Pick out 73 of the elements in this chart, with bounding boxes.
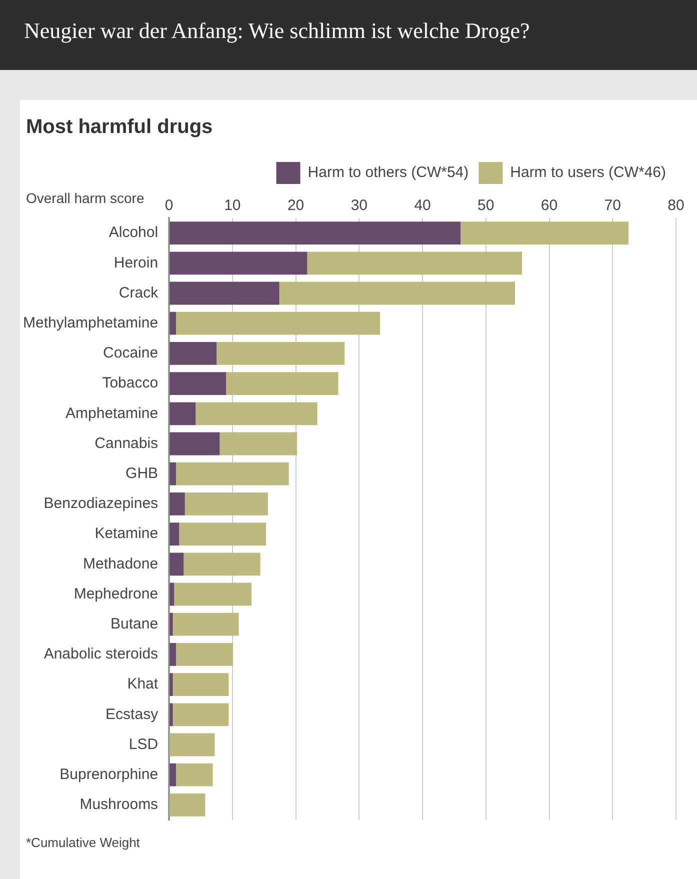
bar: [170, 643, 176, 666]
y-tick-label: Heroin: [114, 254, 158, 272]
bar: [170, 462, 176, 486]
y-tick-label: Mephedrone: [74, 585, 158, 602]
bar: [176, 643, 234, 666]
x-tick-label: 70: [604, 197, 621, 214]
legend-label: Harm to users (CW*46): [510, 164, 666, 182]
bar: [170, 222, 461, 244]
bar: [170, 372, 226, 395]
x-tick-label: 0: [164, 197, 174, 214]
chart-subtitle: Most harmful drugs: [26, 116, 213, 139]
y-tick-label: Ketamine: [94, 525, 158, 542]
y-tick-label: Butane: [110, 615, 158, 632]
bar: [170, 733, 215, 756]
bar: [170, 522, 180, 546]
y-tick-label: LSD: [128, 736, 158, 753]
legend-label: Harm to others (CW*54): [308, 164, 469, 182]
bar: [196, 402, 318, 426]
y-tick-label: Cannabis: [94, 434, 158, 452]
bar: [172, 673, 229, 696]
text: *Cumulative Weight: [26, 834, 140, 852]
bar: [170, 552, 184, 576]
y-tick-label: GHB: [126, 464, 158, 482]
bar: [170, 402, 196, 426]
bar: [170, 582, 174, 606]
y-tick-label: Methylamphetamine: [22, 314, 158, 332]
bar: [184, 492, 268, 516]
y-tick-label: Cocaine: [103, 344, 158, 362]
y-tick-label: Alcohol: [108, 224, 158, 242]
bar: [176, 312, 380, 335]
bar: [184, 552, 260, 576]
x-tick-label: 40: [414, 197, 431, 214]
y-tick-label: Tobacco: [102, 374, 158, 392]
bar: [170, 282, 280, 305]
bar: [170, 432, 220, 456]
y-tick-label: Benzodiazepines: [44, 495, 158, 512]
x-tick-label: 20: [287, 197, 304, 214]
bar: [170, 703, 173, 726]
y-tick-label: Ecstasy: [106, 706, 159, 723]
y-tick-label: Anabolic steroids: [44, 646, 158, 663]
bar: [170, 252, 308, 275]
x-tick-label: 50: [478, 197, 494, 214]
bar: [170, 612, 173, 636]
y-tick-label: Buprenorphine: [60, 766, 158, 783]
bar: [279, 282, 516, 305]
bar: [174, 582, 252, 606]
y-tick-label: Crack: [118, 284, 159, 302]
bar: [170, 312, 176, 335]
y-tick-label: Khat: [127, 676, 159, 693]
y-tick-label: Mushrooms: [80, 796, 158, 814]
x-tick-label: 80: [668, 197, 684, 214]
bar: [216, 342, 345, 365]
x-tick-label: 10: [224, 197, 241, 214]
bar: [220, 432, 298, 456]
bar: [170, 492, 185, 516]
bar: [226, 372, 338, 395]
bar: [176, 763, 213, 786]
x-axis-title: Overall harm score: [26, 190, 144, 206]
bar: [172, 703, 229, 726]
bar: [170, 673, 173, 696]
bar: [176, 462, 289, 486]
bar: [170, 794, 206, 816]
x-tick-label: 60: [540, 197, 558, 214]
bar: [172, 612, 239, 636]
y-tick-label: Methadone: [83, 555, 158, 572]
bar: [170, 763, 176, 786]
x-tick-label: 30: [350, 197, 368, 214]
chart-title: Neugier war der Anfang: Wie schlimm ist welche Droge?: [0, 0, 697, 70]
bar: [307, 252, 522, 275]
bar: [460, 222, 628, 244]
bar: [179, 522, 266, 546]
y-tick-label: Amphetamine: [66, 404, 158, 422]
bar: [170, 342, 217, 365]
